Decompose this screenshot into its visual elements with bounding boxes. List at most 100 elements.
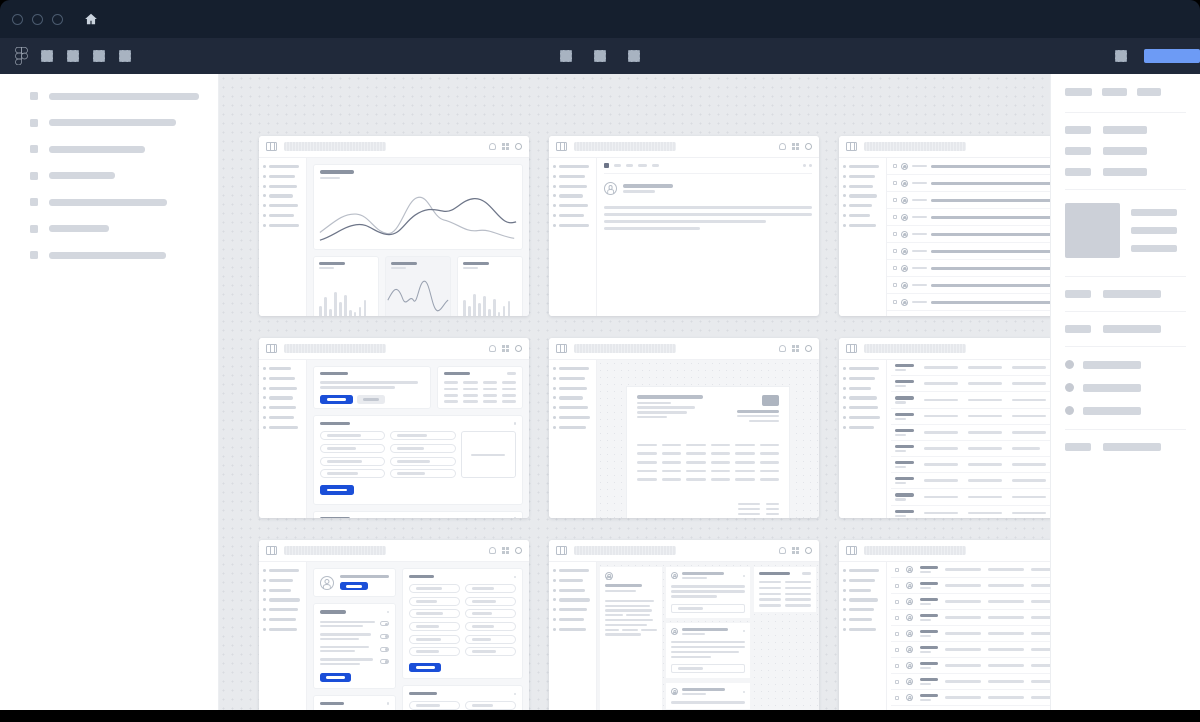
- property-value[interactable]: [1103, 126, 1147, 134]
- nav-item[interactable]: [553, 174, 591, 178]
- switch-toggle[interactable]: [380, 646, 390, 652]
- form-field[interactable]: [409, 634, 461, 644]
- comment-input[interactable]: [671, 664, 745, 674]
- submit-button[interactable]: [320, 485, 354, 496]
- maximize-icon[interactable]: [52, 13, 63, 25]
- effect-row[interactable]: [1065, 383, 1186, 392]
- nav-item[interactable]: [843, 598, 881, 602]
- frame-message-detail[interactable]: [549, 136, 819, 316]
- nav-item[interactable]: [553, 569, 591, 573]
- form-field[interactable]: [465, 609, 516, 619]
- form-field[interactable]: [409, 584, 461, 594]
- apps-grid-icon[interactable]: [502, 345, 509, 352]
- nav-item[interactable]: [553, 194, 591, 198]
- nav-item[interactable]: [843, 415, 881, 420]
- move-tool-icon[interactable]: [34, 43, 60, 69]
- form-field[interactable]: [320, 469, 386, 479]
- nav-item[interactable]: [263, 578, 301, 582]
- nav-item[interactable]: [553, 367, 591, 371]
- nav-item[interactable]: [843, 174, 881, 178]
- nav-item[interactable]: [263, 204, 301, 208]
- avatar-icon[interactable]: [805, 345, 812, 352]
- more-icon[interactable]: [387, 610, 390, 614]
- list-item[interactable]: [887, 192, 1050, 209]
- row-checkbox[interactable]: [893, 198, 897, 202]
- sidebar-item-layer-4[interactable]: [30, 171, 202, 180]
- form-field[interactable]: [465, 647, 516, 657]
- apps-grid-icon[interactable]: [502, 143, 509, 150]
- table-row[interactable]: [891, 578, 1050, 594]
- close-icon[interactable]: [12, 13, 23, 25]
- list-item[interactable]: [887, 175, 1050, 192]
- nav-item[interactable]: [263, 386, 301, 390]
- nav-item[interactable]: [263, 194, 301, 198]
- nav-item[interactable]: [263, 376, 301, 380]
- more-icon[interactable]: [513, 692, 516, 695]
- nav-item[interactable]: [843, 194, 881, 198]
- row-checkbox[interactable]: [895, 631, 899, 636]
- fill-value[interactable]: [1103, 290, 1161, 298]
- nav-item[interactable]: [263, 627, 301, 631]
- more-icon[interactable]: [513, 517, 516, 518]
- form-field[interactable]: [320, 431, 386, 441]
- bell-icon[interactable]: [779, 547, 786, 554]
- search-input[interactable]: [574, 344, 676, 353]
- bell-icon[interactable]: [779, 345, 786, 352]
- nav-item[interactable]: [263, 165, 301, 169]
- apps-grid-icon[interactable]: [502, 547, 509, 554]
- home-icon[interactable]: [82, 10, 100, 28]
- table-row[interactable]: [891, 610, 1050, 626]
- table-row[interactable]: [891, 457, 1050, 474]
- row-checkbox[interactable]: [893, 181, 897, 185]
- nav-item[interactable]: [843, 165, 881, 169]
- row-checkbox[interactable]: [893, 164, 897, 168]
- nav-item[interactable]: [843, 406, 881, 410]
- avatar-icon[interactable]: [515, 143, 522, 150]
- tab-item[interactable]: [652, 164, 659, 167]
- sidebar-item-layer-6[interactable]: [30, 224, 202, 233]
- nav-item[interactable]: [553, 396, 591, 400]
- sidebar-item-layer-3[interactable]: [30, 145, 202, 153]
- form-field[interactable]: [390, 456, 456, 466]
- menu-icon[interactable]: [846, 546, 857, 555]
- row-checkbox[interactable]: [895, 599, 899, 604]
- more-icon[interactable]: [743, 630, 745, 633]
- menu-icon[interactable]: [556, 344, 567, 353]
- feed-post[interactable]: [666, 567, 750, 618]
- nav-item[interactable]: [843, 588, 881, 592]
- frame-analytics-dashboard[interactable]: [259, 136, 529, 316]
- avatar-icon[interactable]: [805, 547, 812, 554]
- nav-item[interactable]: [553, 588, 591, 592]
- table-row[interactable]: [891, 690, 1050, 706]
- nav-item[interactable]: [553, 617, 591, 622]
- table-row[interactable]: [891, 506, 1050, 518]
- table-row[interactable]: [891, 409, 1050, 425]
- frame-inbox-list[interactable]: [839, 136, 1050, 316]
- nav-item[interactable]: [843, 569, 881, 573]
- frame-tool-icon[interactable]: [60, 43, 86, 69]
- list-item[interactable]: [887, 209, 1050, 226]
- frame-profile-settings[interactable]: [259, 540, 529, 710]
- row-checkbox[interactable]: [893, 232, 897, 236]
- nav-item[interactable]: [263, 415, 301, 420]
- property-row[interactable]: [1065, 168, 1186, 176]
- list-item[interactable]: [887, 158, 1050, 175]
- frame-data-table[interactable]: [839, 338, 1050, 518]
- nav-item[interactable]: [843, 425, 881, 429]
- form-field[interactable]: [390, 443, 456, 453]
- nav-item[interactable]: [263, 367, 301, 371]
- nav-item[interactable]: [263, 213, 301, 218]
- form-field[interactable]: [465, 621, 516, 631]
- nav-item[interactable]: [553, 406, 591, 410]
- bell-icon[interactable]: [779, 143, 786, 150]
- form-field[interactable]: [465, 584, 516, 594]
- form-field[interactable]: [465, 701, 516, 710]
- row-checkbox[interactable]: [893, 215, 897, 219]
- more-icon[interactable]: [387, 702, 390, 705]
- table-row[interactable]: [891, 674, 1050, 690]
- nav-item[interactable]: [553, 165, 591, 169]
- form-field[interactable]: [390, 431, 456, 441]
- menu-icon[interactable]: [846, 142, 857, 151]
- avatar-icon[interactable]: [515, 547, 522, 554]
- table-row[interactable]: [891, 642, 1050, 658]
